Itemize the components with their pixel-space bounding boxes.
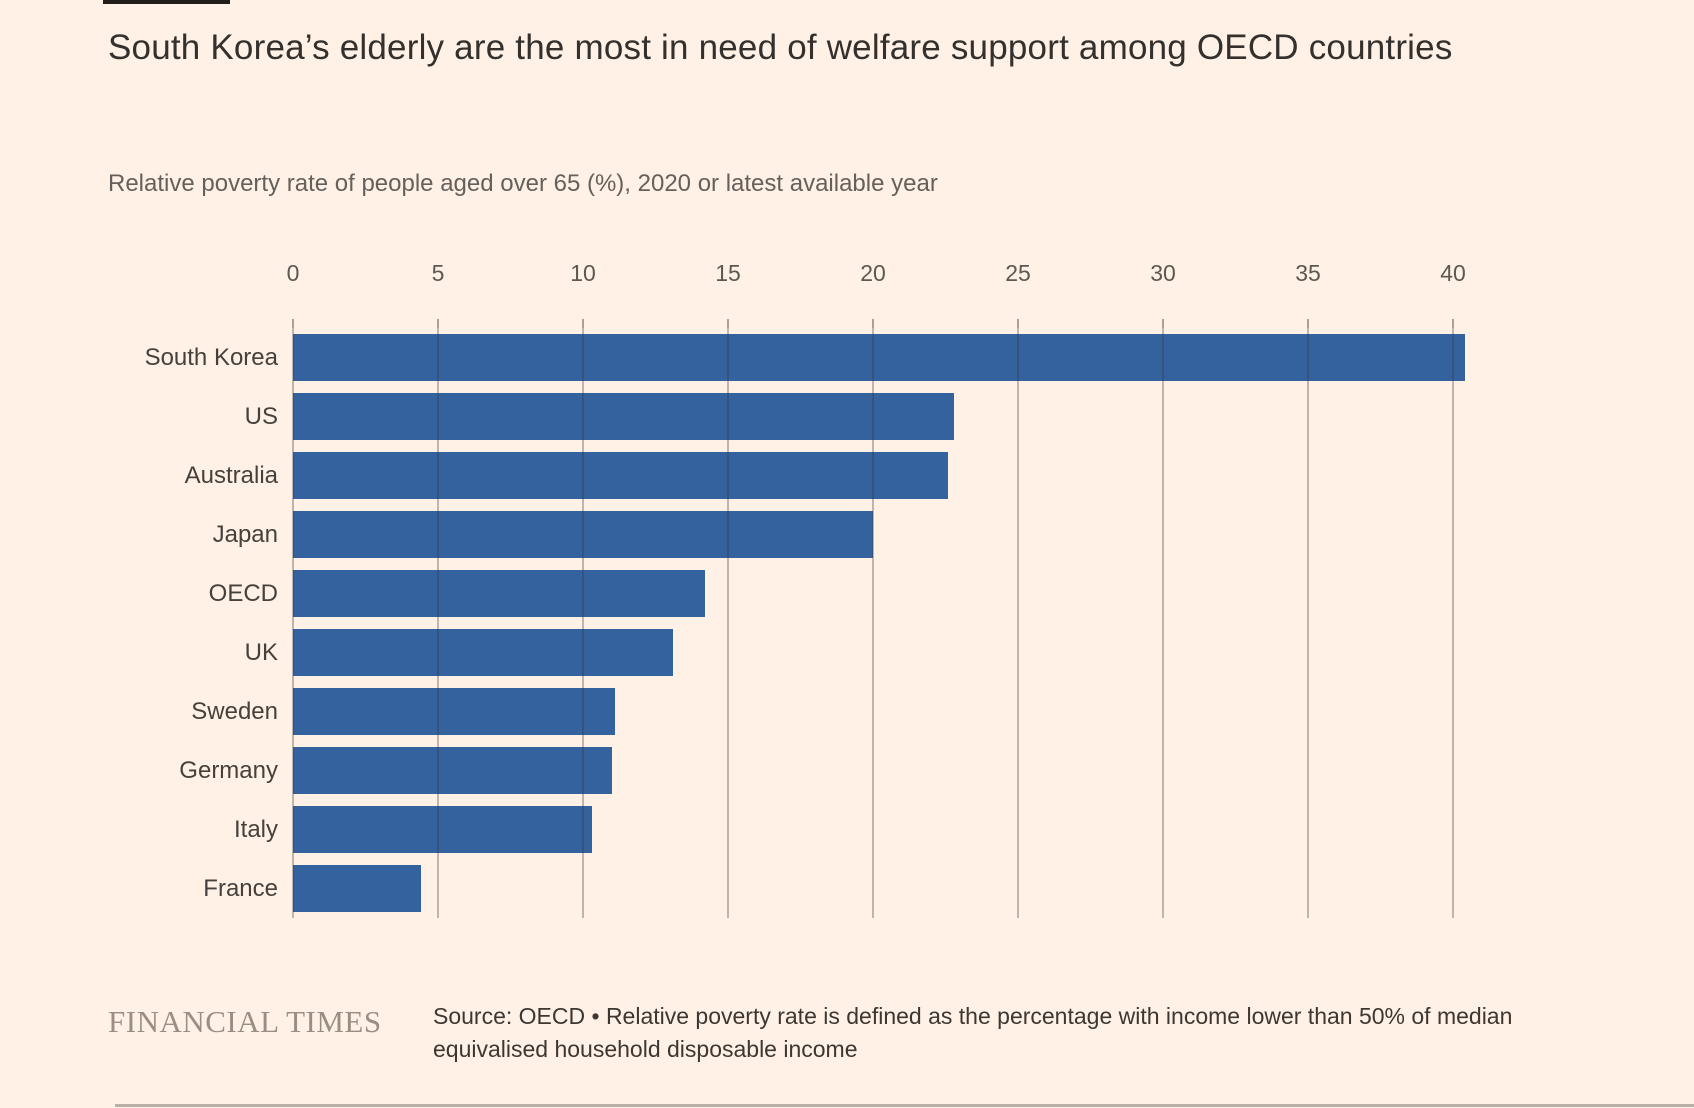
bar-row: Sweden bbox=[0, 682, 1489, 741]
bar bbox=[293, 334, 1465, 381]
chart-title: South Korea’s elderly are the most in ne… bbox=[108, 28, 1453, 67]
bar bbox=[293, 806, 592, 853]
x-tick-label: 15 bbox=[715, 260, 741, 286]
bottom-rule bbox=[115, 1104, 1694, 1107]
bar-row: Japan bbox=[0, 505, 1489, 564]
bar-row: Italy bbox=[0, 800, 1489, 859]
bar-row: France bbox=[0, 859, 1489, 918]
x-tick-label: 25 bbox=[1005, 260, 1031, 286]
bar bbox=[293, 688, 615, 735]
x-tick-label: 40 bbox=[1440, 260, 1466, 286]
category-label: France bbox=[203, 874, 278, 902]
bar-row: OECD bbox=[0, 564, 1489, 623]
x-tick-mark bbox=[727, 319, 729, 328]
category-label: Germany bbox=[179, 756, 278, 784]
x-tick-label: 5 bbox=[431, 260, 445, 286]
x-tick-label: 35 bbox=[1295, 260, 1321, 286]
category-label: South Korea bbox=[144, 343, 278, 371]
category-label: Italy bbox=[233, 815, 278, 843]
bar bbox=[293, 747, 612, 794]
category-label: Australia bbox=[184, 461, 278, 489]
category-label: Japan bbox=[212, 520, 278, 548]
chart-subtitle: Relative poverty rate of people aged ove… bbox=[108, 170, 938, 197]
bar-row: Australia bbox=[0, 446, 1489, 505]
x-tick-mark bbox=[1307, 319, 1309, 328]
x-tick-mark bbox=[1162, 319, 1164, 328]
x-tick-mark bbox=[872, 319, 874, 328]
top-rule bbox=[103, 0, 230, 4]
bar-row: US bbox=[0, 387, 1489, 446]
financial-times-logo: FINANCIAL TIMES bbox=[108, 1004, 382, 1039]
x-tick-mark bbox=[292, 319, 294, 328]
bar bbox=[293, 865, 421, 912]
category-label: Sweden bbox=[191, 697, 278, 725]
plot-area: South Korea US Australia Japan OECD UK Sweden G… bbox=[0, 328, 1489, 918]
bar-row: UK bbox=[0, 623, 1489, 682]
bar bbox=[293, 629, 673, 676]
x-tick-label: 0 bbox=[286, 260, 300, 286]
category-label: OECD bbox=[208, 579, 278, 607]
bar bbox=[293, 393, 955, 440]
bar-row: Germany bbox=[0, 741, 1489, 800]
x-tick-mark bbox=[582, 319, 584, 328]
source-note: Source: OECD • Relative poverty rate is … bbox=[433, 1003, 1513, 1062]
category-label: US bbox=[244, 402, 278, 430]
x-axis-tick-marks bbox=[0, 319, 1694, 328]
x-tick-mark bbox=[1017, 319, 1019, 328]
bar-rows: South Korea US Australia Japan OECD UK Sweden G… bbox=[0, 328, 1489, 918]
bar bbox=[293, 511, 873, 558]
bar bbox=[293, 452, 949, 499]
category-label: UK bbox=[244, 638, 278, 666]
x-tick-mark bbox=[1452, 319, 1454, 328]
x-tick-label: 20 bbox=[860, 260, 886, 286]
x-tick-label: 30 bbox=[1150, 260, 1176, 286]
x-tick-label: 10 bbox=[570, 260, 596, 286]
bar-row: South Korea bbox=[0, 328, 1489, 387]
x-axis-tick-labels: 0 5 10 15 20 25 30 35 40 bbox=[0, 260, 1694, 292]
bar bbox=[293, 570, 705, 617]
x-tick-mark bbox=[437, 319, 439, 328]
